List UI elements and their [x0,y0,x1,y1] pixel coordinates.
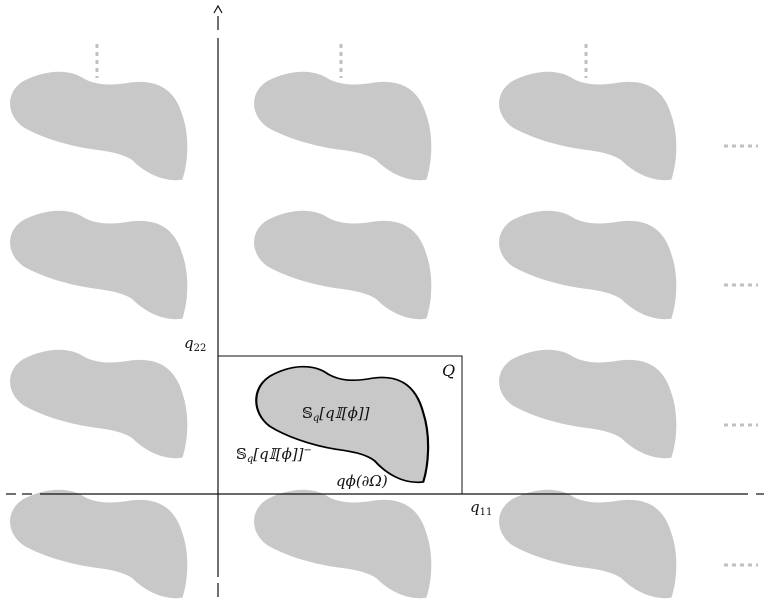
boundary-label: qϕ(∂Ω) [336,472,388,490]
vertical-axis [213,4,223,597]
periodic-copy-r1-c2 [254,71,432,181]
q11-label: q11 [470,498,492,518]
periodic-copy-r1-c1 [10,71,188,181]
periodic-copy-r4-c3 [499,489,677,599]
q22-label: q22 [184,334,206,354]
outer-region-label: 𝕊q[q𝕀[ϕ]]− [236,445,312,465]
periodic-copy-r4-c1 [10,489,188,599]
vertical-axis-arrow-icon [213,4,223,14]
periodic-copy-r4-c2 [254,489,432,599]
periodic-copies [10,71,677,599]
periodic-copy-r3-c3 [499,349,677,459]
unit-cell-Q [217,355,463,495]
inner-shape-label: 𝕊q[q𝕀[ϕ]] [302,404,370,424]
periodic-copy-r2-c3 [499,210,677,320]
periodic-copy-r2-c2 [254,210,432,320]
periodic-copy-r2-c1 [10,210,188,320]
periodic-copy-r1-c3 [499,71,677,181]
Q-label: Q [442,361,455,380]
periodic-copy-r3-c1 [10,349,188,459]
central-shape [255,365,430,484]
